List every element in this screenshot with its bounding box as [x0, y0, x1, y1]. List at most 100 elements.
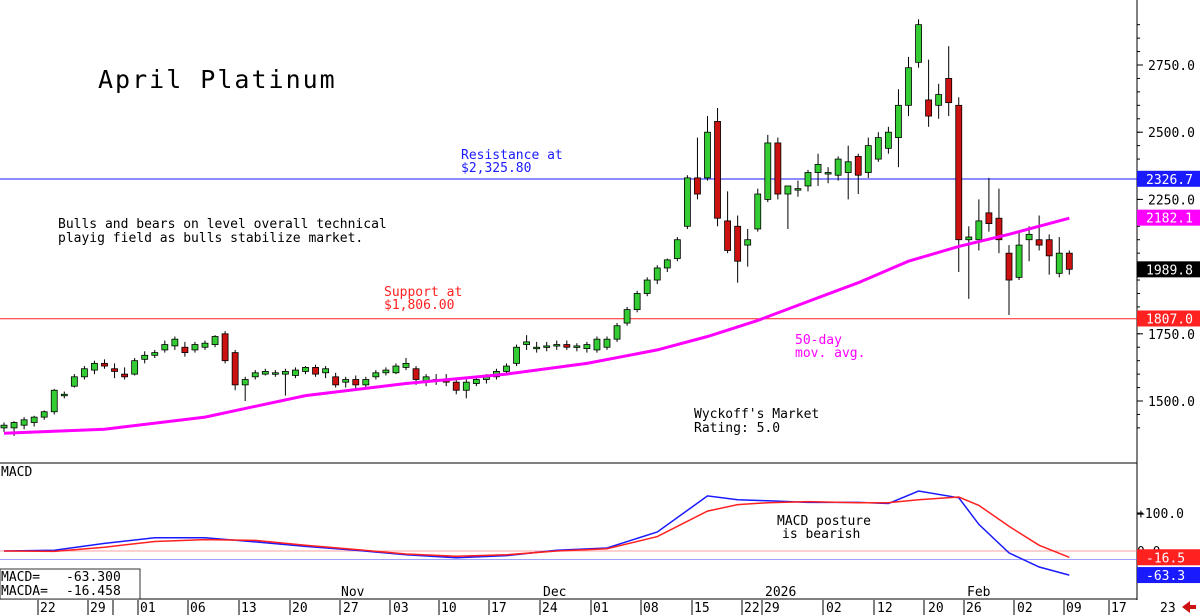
candle-body [201, 342, 209, 348]
candle-body [281, 371, 289, 375]
date-label: 23 [1160, 601, 1176, 615]
candle-body [694, 177, 701, 195]
candle [804, 169, 812, 192]
candle-body [20, 419, 28, 426]
support-value: $1,806.00 [384, 298, 454, 313]
price-tag-text: 2182.1 [1146, 212, 1193, 227]
candle [30, 415, 38, 427]
candle [784, 185, 792, 229]
candle-body [141, 354, 149, 360]
candle-body [382, 369, 390, 374]
candle [764, 134, 772, 203]
candle-body [472, 379, 480, 384]
candle [613, 323, 621, 342]
candle [824, 167, 832, 184]
candle-body [593, 338, 601, 351]
candle-body [643, 279, 651, 294]
candle-body [30, 416, 38, 423]
candle-body [181, 346, 189, 354]
candle-body [271, 372, 279, 375]
date-label: 01 [593, 601, 609, 615]
candle [211, 335, 219, 348]
macd-series-line [3, 496, 1070, 558]
candle [141, 351, 149, 364]
candle-body [241, 379, 249, 386]
candle-body [1045, 239, 1053, 257]
left-arrow-icon[interactable] [1182, 601, 1196, 613]
candle [583, 341, 591, 353]
macd-tag-box [1137, 549, 1200, 566]
chart-title: April Platinum [98, 65, 337, 94]
candle [91, 360, 98, 375]
date-label: 17 [1111, 601, 1127, 615]
candle-body [935, 94, 943, 106]
candle-body [925, 99, 932, 117]
candle-body [40, 411, 48, 418]
candle [985, 177, 993, 232]
candle [553, 340, 561, 350]
candle-body [81, 368, 88, 378]
macda-readout-value: -16.458 [66, 584, 121, 599]
macda-readout-label: MACDA= [1, 584, 48, 599]
candle [844, 145, 852, 200]
candle-body [663, 259, 671, 269]
candle [513, 344, 520, 367]
candle-body [673, 239, 681, 259]
macd-tag: -63.3 [1137, 567, 1200, 584]
candle-body [583, 344, 591, 349]
candle-body [101, 362, 108, 367]
candle [231, 349, 239, 391]
date-label: 08 [643, 601, 659, 615]
price-tag: 2182.1 [1137, 209, 1200, 227]
candle [1015, 231, 1023, 281]
macd-readout-label: MACD= [1, 570, 40, 585]
candle [794, 180, 802, 197]
date-label: 20 [292, 601, 308, 615]
candle [673, 237, 681, 262]
date-label: 22 [744, 601, 760, 615]
candle [60, 391, 68, 399]
candle [714, 108, 721, 227]
candle [653, 265, 661, 285]
price-tag: 1989.8 [1137, 261, 1200, 278]
candle [70, 374, 78, 388]
candle-body [91, 362, 98, 371]
date-label: 12 [877, 601, 893, 615]
candle [362, 376, 370, 388]
date-label: 02 [1017, 601, 1033, 615]
candle-body [1035, 239, 1043, 246]
candle [684, 175, 691, 229]
candle [271, 370, 279, 377]
candle-body [392, 365, 400, 374]
macd-tag-text: -16.5 [1146, 551, 1185, 566]
candle [593, 336, 601, 353]
candle [261, 368, 269, 376]
candle [292, 367, 299, 379]
date-label: 29 [90, 601, 106, 615]
commentary-line-2: playig field as bulls stabilize market. [58, 231, 363, 246]
candle-body [231, 352, 239, 386]
candle-body [824, 172, 832, 175]
month-label: 2026 [765, 585, 796, 600]
candle [814, 153, 822, 186]
candle [905, 56, 912, 117]
date-label: 15 [694, 601, 710, 615]
price-tick-label: 2500.0 [1148, 126, 1195, 141]
candle-body [1025, 233, 1033, 241]
candle-body [211, 336, 219, 345]
ma-label-line-2: mov. avg. [795, 346, 865, 361]
macd-tag-text: -63.3 [1146, 569, 1185, 584]
candle [724, 191, 731, 254]
candle [121, 367, 128, 380]
price-tick-label: 2750.0 [1148, 59, 1195, 74]
candle-body [784, 185, 792, 195]
candle-body [794, 188, 802, 191]
candle-body [623, 309, 631, 324]
price-tag-box [1137, 261, 1200, 278]
candle-body [0, 424, 8, 429]
candle [744, 228, 752, 267]
candle-body [60, 393, 68, 397]
macd-annotation-line-1: MACD posture [777, 514, 871, 529]
candle-body [844, 161, 852, 173]
